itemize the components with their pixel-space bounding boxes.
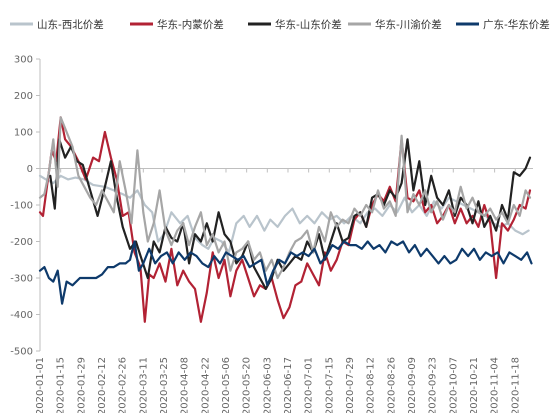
legend-label-4: 华东-川渝价差: [375, 18, 442, 31]
x-tick-label: 2020-11-18: [510, 357, 521, 413]
series-line-4: [38, 116, 532, 280]
series-line-1: [38, 174, 530, 254]
y-tick-label: 300: [14, 55, 33, 66]
x-tick-label: 2020-05-06: [221, 357, 232, 413]
x-tick-label: 2020-05-20: [242, 357, 253, 413]
x-tick-label: 2020-04-08: [180, 357, 191, 413]
series-layer: [38, 116, 533, 323]
x-tick-label: 2020-10-21: [469, 357, 480, 413]
x-tick-label: 2020-01-15: [56, 357, 67, 413]
x-tick-label: 2020-01-01: [35, 357, 46, 413]
series-line-5: [38, 240, 533, 305]
x-tick-label: 2020-07-01: [304, 357, 315, 413]
y-tick-label: -500: [10, 347, 33, 358]
x-tick-label: 2020-03-11: [138, 357, 149, 413]
legend-label-1: 山东-西北价差: [37, 18, 104, 31]
y-tick-label: -300: [10, 274, 33, 285]
x-tick-label: 2020-07-15: [324, 357, 335, 413]
x-tick-label: 2020-04-22: [200, 357, 211, 413]
x-tick-label: 2020-08-12: [366, 357, 377, 413]
legend-label-3: 华东-山东价差: [275, 18, 342, 31]
x-tick-label: 2020-03-25: [159, 357, 170, 413]
x-tick-label: 2020-07-29: [345, 357, 356, 413]
x-tick-label: 2020-02-26: [118, 357, 129, 413]
legend: 山东-西北价差 华东-内蒙价差 华东-山东价差 华东-川渝价差 广东-华东价差: [10, 18, 550, 31]
y-tick-label: -200: [10, 237, 33, 248]
x-tick-label: 2020-06-17: [283, 357, 294, 413]
y-tick-label: 100: [14, 128, 33, 139]
x-tick-label: 2020-06-03: [262, 357, 273, 413]
x-tick-label: 2020-01-29: [76, 357, 87, 413]
x-tick-label: 2020-02-12: [97, 357, 108, 413]
legend-label-5: 广东-华东价差: [483, 18, 550, 31]
x-tick-label: 2020-11-04: [490, 357, 501, 413]
x-tick-label: 2020-10-07: [448, 357, 459, 413]
y-tick-label: 0: [27, 164, 33, 175]
legend-label-2: 华东-内蒙价差: [157, 18, 224, 31]
y-tick-label: 200: [14, 91, 33, 102]
y-tick-label: -100: [10, 201, 33, 212]
x-tick-label: 2020-08-26: [386, 357, 397, 413]
x-tick-label: 2020-09-23: [428, 357, 439, 413]
x-tick-label: 2020-09-09: [407, 357, 418, 413]
y-tick-label: -400: [10, 310, 33, 321]
